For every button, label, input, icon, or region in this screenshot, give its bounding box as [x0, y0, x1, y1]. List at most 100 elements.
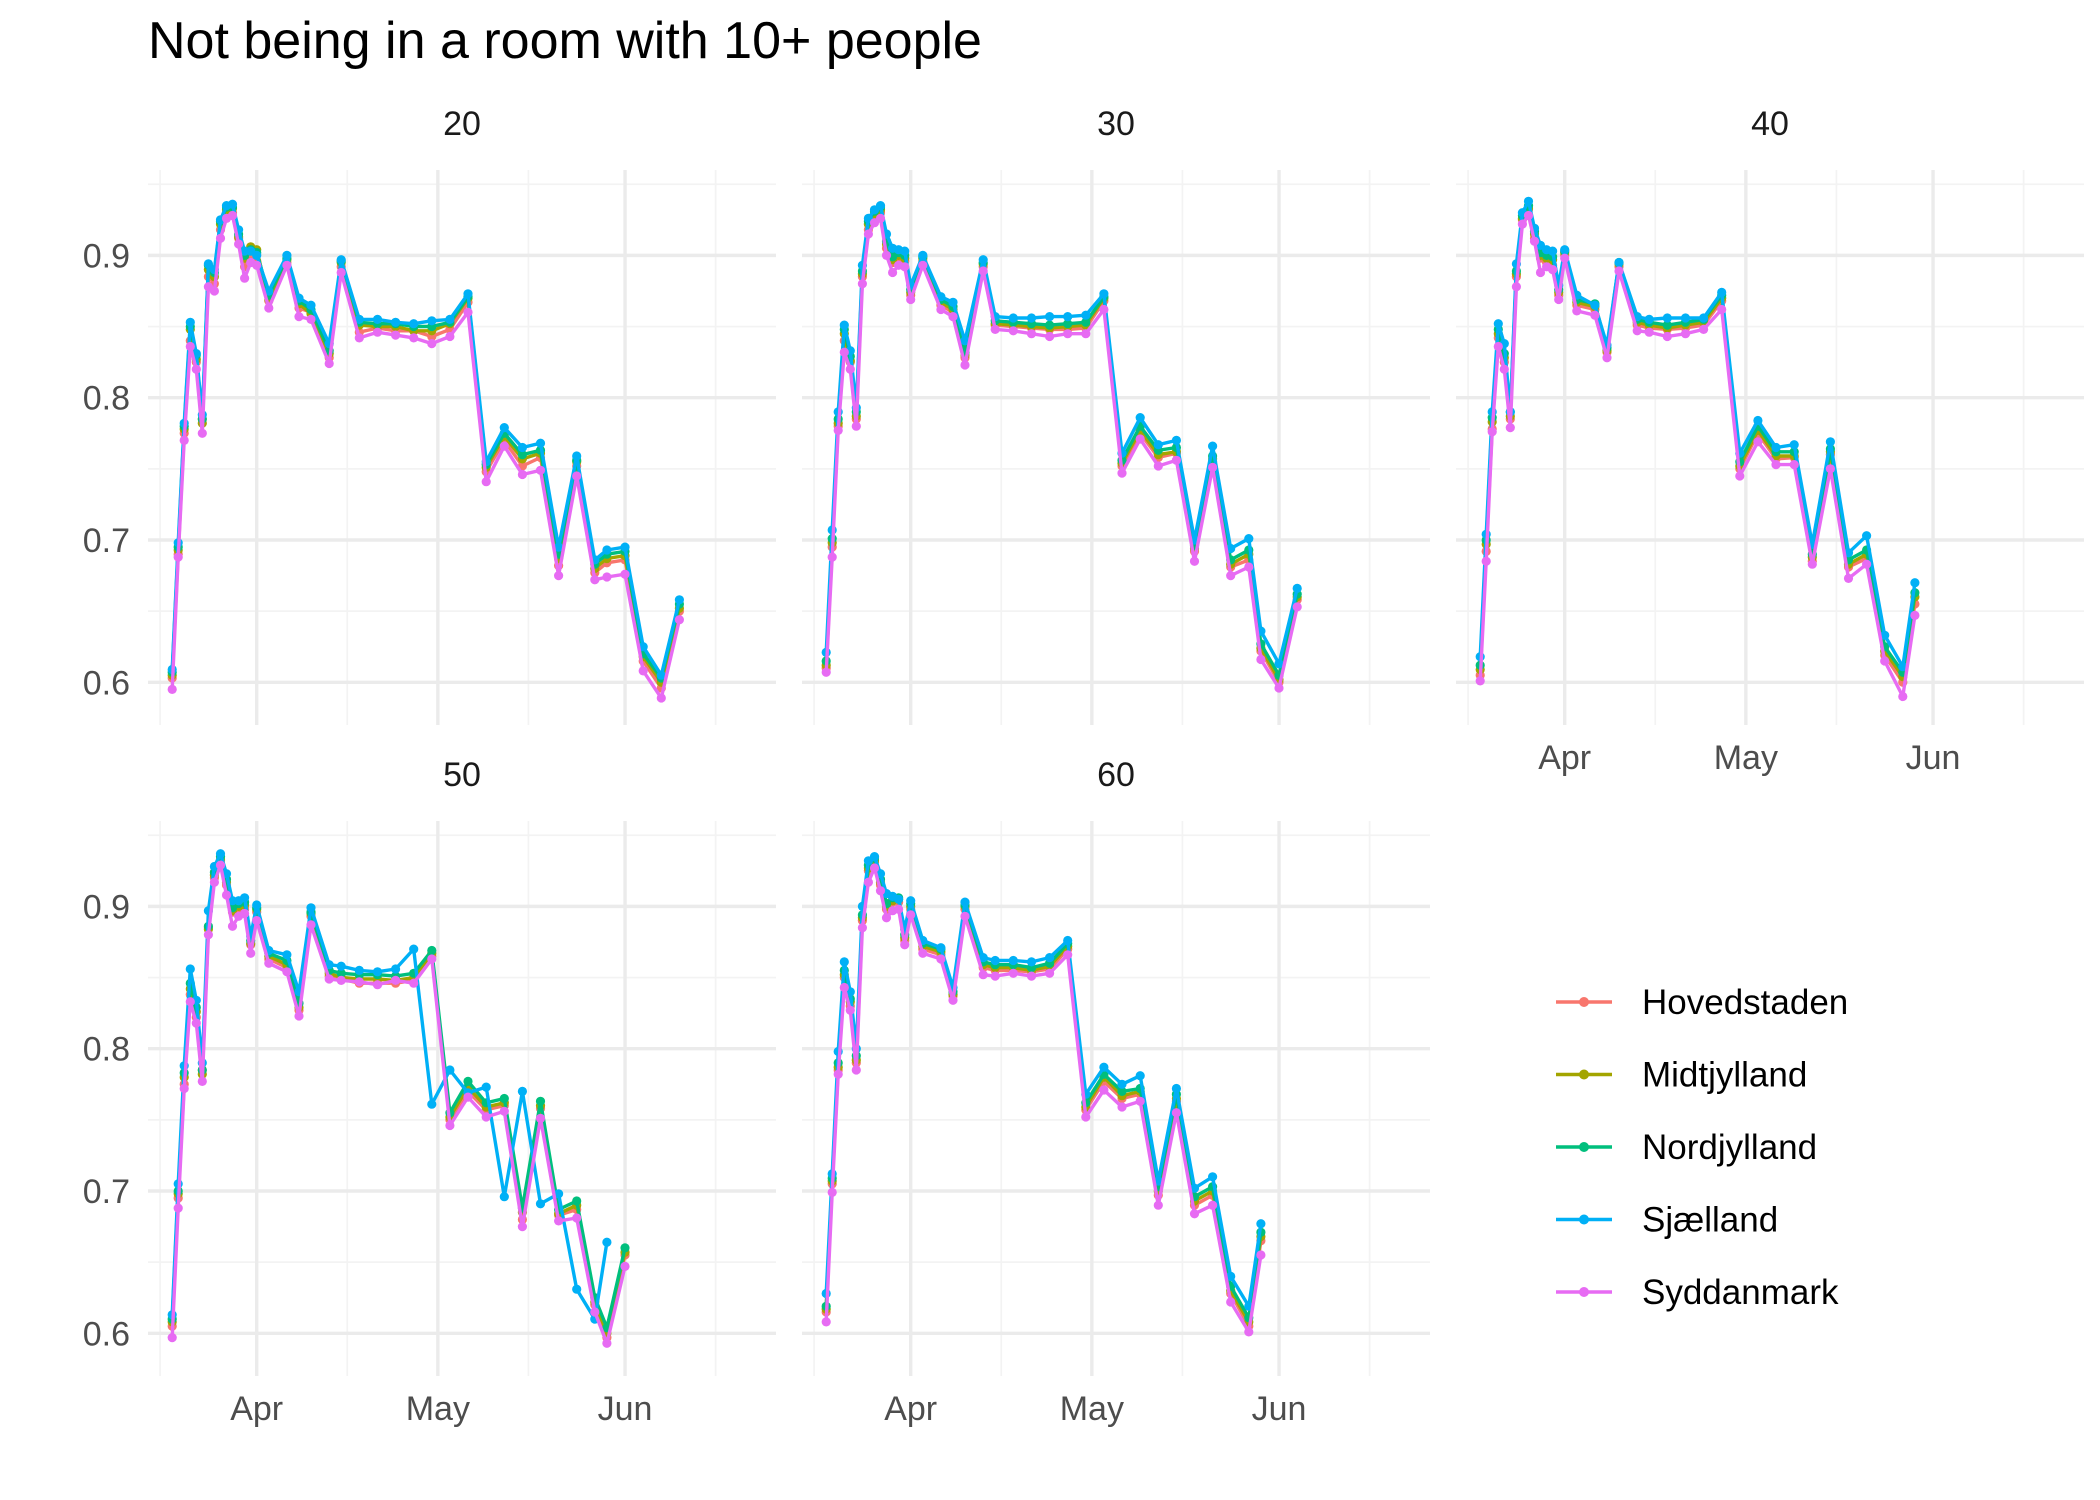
data-point: [1099, 289, 1109, 299]
data-point: [1554, 294, 1564, 305]
data-point: [1117, 468, 1127, 478]
data-point: [906, 294, 916, 305]
data-point: [1171, 1083, 1181, 1094]
data-point: [306, 920, 316, 930]
data-point: [203, 930, 213, 940]
data-point: [960, 911, 970, 921]
data-point: [833, 1069, 843, 1079]
data-point: [656, 693, 666, 703]
data-point: [1644, 327, 1654, 337]
data-point: [499, 1093, 509, 1104]
data-point: [918, 948, 928, 958]
data-point: [590, 1307, 600, 1317]
data-point: [869, 852, 880, 862]
legend-label: Hovedstaden: [1642, 983, 1848, 1022]
legend-item: Hovedstaden: [1556, 983, 1848, 1022]
data-point: [372, 980, 383, 990]
series-line: [1478, 206, 1917, 679]
facet-strip-label: 30: [1097, 105, 1135, 143]
facet-panel-40: 40 Apr May Jun: [1456, 105, 2084, 777]
data-point: [1171, 455, 1181, 465]
data-point: [1910, 578, 1920, 588]
data-point: [978, 953, 988, 963]
legend-item: Syddanmark: [1556, 1273, 1839, 1312]
data-point: [1008, 955, 1018, 966]
series-nordjylland: [167, 852, 630, 1333]
data-point: [282, 950, 292, 960]
data-point: [990, 324, 1000, 334]
data-point: [1026, 313, 1037, 323]
data-point: [590, 575, 600, 585]
data-point: [517, 469, 528, 480]
legend-key-point: [1579, 997, 1589, 1007]
series-line: [824, 854, 1263, 1309]
data-point: [572, 1213, 582, 1223]
data-point: [906, 910, 916, 920]
data-point: [391, 317, 401, 327]
data-point: [1292, 602, 1302, 612]
legend-item: Sjælland: [1556, 1201, 1778, 1240]
series-line: [170, 202, 682, 677]
data-point: [1274, 659, 1284, 669]
data-point: [215, 849, 226, 859]
data-point: [1753, 415, 1763, 426]
data-point: [1045, 312, 1055, 322]
data-point: [391, 975, 401, 986]
data-point: [572, 1284, 582, 1294]
data-point: [324, 974, 334, 984]
data-point: [1825, 464, 1835, 474]
data-point: [324, 358, 334, 369]
series-line: [170, 210, 682, 690]
data-point: [906, 896, 916, 906]
data-point: [821, 1317, 831, 1327]
data-point: [427, 339, 437, 349]
data-point: [221, 890, 232, 900]
data-point: [1475, 676, 1485, 686]
data-point: [409, 978, 419, 988]
series-line: [824, 859, 1263, 1324]
data-point: [948, 995, 958, 1005]
legend-label: Sjælland: [1642, 1201, 1778, 1240]
data-point: [1153, 440, 1163, 450]
series-syddanmark: [821, 213, 1302, 693]
series-hovedstaden: [1475, 205, 1920, 687]
facet-strip-label: 40: [1751, 105, 1789, 143]
data-point: [857, 279, 868, 289]
data-point: [900, 940, 910, 950]
data-point: [463, 1076, 473, 1086]
data-point: [918, 260, 928, 270]
data-point: [1045, 968, 1055, 978]
x-tick-label: Apr: [884, 1390, 937, 1428]
series-line: [824, 860, 1263, 1328]
data-point: [264, 303, 274, 313]
data-point: [209, 877, 219, 887]
data-point: [869, 863, 880, 873]
series-line: [170, 859, 627, 1340]
data-point: [1008, 313, 1018, 323]
data-point: [881, 250, 892, 260]
data-point: [827, 1187, 837, 1197]
data-point: [881, 913, 892, 923]
data-point: [936, 304, 946, 315]
series-line: [824, 856, 1263, 1320]
series-hovedstaden: [821, 208, 1302, 687]
data-point: [1081, 1112, 1091, 1122]
data-point: [1529, 236, 1540, 246]
data-point: [1590, 300, 1600, 310]
data-point: [602, 572, 612, 582]
data-point: [179, 435, 189, 445]
data-point: [282, 250, 292, 260]
x-tick-label: Apr: [230, 1390, 283, 1428]
data-point: [1771, 442, 1781, 453]
series-midtjylland: [821, 205, 1302, 685]
data-point: [481, 1112, 491, 1122]
data-point: [1135, 434, 1145, 444]
data-point: [1045, 331, 1055, 342]
data-point: [517, 1222, 528, 1232]
data-point: [978, 266, 988, 276]
data-point: [1680, 329, 1691, 339]
data-point: [535, 438, 546, 448]
data-point: [1117, 1079, 1127, 1089]
data-point: [1081, 317, 1091, 327]
